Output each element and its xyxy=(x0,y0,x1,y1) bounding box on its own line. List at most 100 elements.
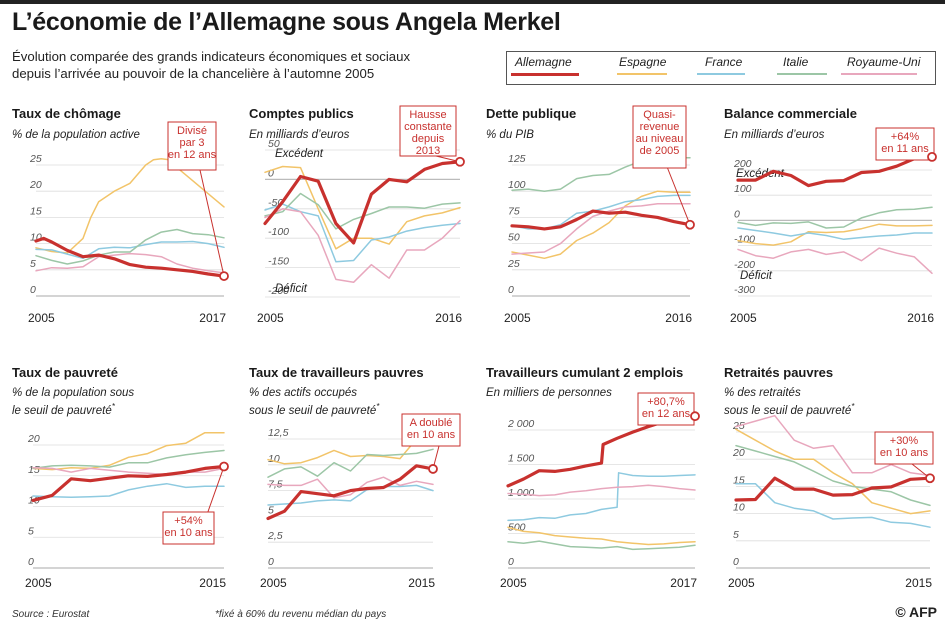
series-line-espagne xyxy=(511,190,691,260)
x-tick-label-end: 2015 xyxy=(408,576,435,590)
x-tick-label-end: 2015 xyxy=(199,576,226,590)
series-line-allemagne xyxy=(266,464,435,521)
series-line-espagne xyxy=(264,165,461,250)
x-tick-label-end: 2016 xyxy=(665,311,692,325)
chart-subtitle-chomage: % de la population active xyxy=(12,129,140,141)
y-tick-label: 2 000 xyxy=(507,418,534,430)
annotation-leader xyxy=(667,167,691,225)
series-end-marker xyxy=(690,411,700,422)
chart-title-travailleurs: Taux de travailleurs pauvres xyxy=(249,365,424,380)
series-line-royaume-uni xyxy=(737,247,933,275)
annotation-box xyxy=(167,121,217,171)
y-tick-label: -100 xyxy=(268,226,289,238)
legend-label-royaume-uni: Royaume-Uni xyxy=(847,55,921,69)
subtitle-line-1: Évolution comparée des grands indicateur… xyxy=(12,49,411,64)
series-line-france xyxy=(737,227,933,241)
chart-subtitle-balance: En milliards d’euros xyxy=(724,129,825,141)
series-line-france xyxy=(507,472,696,522)
y-tick-label: 1 500 xyxy=(508,453,534,465)
y-tick-label: 0 xyxy=(30,284,36,296)
y-tick-label: 5 xyxy=(30,258,36,270)
series-line-france xyxy=(32,482,225,499)
annotation-box xyxy=(401,413,461,447)
series-line-royaume-uni xyxy=(507,484,696,497)
annotation-text: +30% en 10 ans xyxy=(880,435,929,459)
chart-title-deuxemplois: Travailleurs cumulant 2 emplois xyxy=(486,365,684,380)
x-tick-label-start: 2005 xyxy=(260,576,287,590)
y-tick-label: -200 xyxy=(734,259,755,271)
y-tick-label: 100 xyxy=(508,179,526,191)
x-tick-label-start: 2005 xyxy=(504,311,531,325)
y-tick-label: 125 xyxy=(508,153,526,165)
series-line-allemagne xyxy=(263,160,462,245)
series-line-royaume-uni xyxy=(267,476,434,499)
y-tick-label: 0 xyxy=(734,208,740,220)
annotation-box xyxy=(399,105,457,157)
annotation-box xyxy=(875,127,935,161)
annotation-box xyxy=(874,431,934,465)
legend-label-allemagne: Allemagne xyxy=(515,55,572,69)
y-tick-label: -200 xyxy=(268,285,289,297)
series-end-marker xyxy=(685,219,695,230)
series-line-italie xyxy=(267,448,434,478)
annotation-text: Divisé par 3 en 12 ans xyxy=(168,125,217,161)
series-line-italie xyxy=(32,449,225,470)
chart-subtitle-deuxemplois: En milliers de personnes xyxy=(486,387,612,399)
annotation-box xyxy=(632,105,687,169)
series-line-italie xyxy=(737,206,933,229)
series-line-france xyxy=(35,240,225,260)
annotation-text: +54% en 10 ans xyxy=(164,515,213,539)
x-tick-label-end: 2016 xyxy=(435,311,462,325)
y-tick-label: 200 xyxy=(733,158,752,170)
y-tick-label: 50 xyxy=(508,232,520,244)
chart-title-chomage: Taux de chômage xyxy=(12,106,121,121)
chart-title-retraites: Retraités pauvres xyxy=(724,365,834,380)
y-tick-label: 15 xyxy=(733,474,745,486)
legend-swatch-france xyxy=(697,73,745,75)
y-tick-label: 20 xyxy=(29,179,42,191)
y-tick-label: 10 xyxy=(30,232,42,244)
legend-swatch-royaume-uni xyxy=(841,73,917,75)
y-tick-label: 0 xyxy=(28,556,34,568)
annotation-box xyxy=(637,392,695,426)
series-line-allemagne xyxy=(736,155,934,188)
y-tick-label: 12,5 xyxy=(268,427,289,439)
y-tick-label: 0 xyxy=(268,556,274,568)
annotation-text: +64% en 11 ans xyxy=(881,131,929,155)
chart-subtitle-dette: % du PIB xyxy=(486,129,534,141)
legend-label-france: France xyxy=(705,55,743,69)
y-tick-label: 10 xyxy=(268,453,280,465)
label-surplus: Excédent xyxy=(275,148,324,160)
x-tick-label-start: 2005 xyxy=(500,576,527,590)
x-tick-label-end: 2016 xyxy=(907,311,934,325)
label-deficit: Déficit xyxy=(275,283,308,295)
source-note: Source : Eurostat xyxy=(12,609,90,620)
y-tick-label: -150 xyxy=(268,256,289,268)
x-tick-label-start: 2005 xyxy=(730,311,757,325)
page-subtitle: Évolution comparée des grands indicateur… xyxy=(12,48,492,82)
y-tick-label: 0 xyxy=(268,167,274,179)
y-tick-label: 5 xyxy=(733,529,739,541)
annotation-text: +80,7% en 12 ans xyxy=(642,396,691,420)
x-tick-label-start: 2005 xyxy=(728,576,755,590)
series-line-italie xyxy=(735,444,931,507)
y-tick-label: 100 xyxy=(734,183,752,195)
x-tick-label-start: 2005 xyxy=(25,576,52,590)
y-tick-label: 15 xyxy=(28,464,40,476)
y-tick-label: -300 xyxy=(734,284,755,296)
y-tick-label: 0 xyxy=(733,556,739,568)
chart-subtitle-travailleurs: % des actifs occupés sous le seuil de pau… xyxy=(249,387,380,417)
y-tick-label: 0 xyxy=(508,556,514,568)
annotation-text: Quasi-revenue au niveau de 2005 xyxy=(636,109,684,157)
chart-title-dette: Dette publique xyxy=(486,106,577,121)
legend-swatch-allemagne xyxy=(511,73,579,76)
chart-chomage: 0 5 10 15 20 25 2005 2017 Divisé par 3 en 12 ans xyxy=(28,121,229,325)
series-line-france xyxy=(267,484,434,506)
y-tick-label: 20 xyxy=(27,433,40,445)
y-tick-label: 75 xyxy=(508,205,520,217)
annotation-text: A doublé en 10 ans xyxy=(407,417,456,441)
